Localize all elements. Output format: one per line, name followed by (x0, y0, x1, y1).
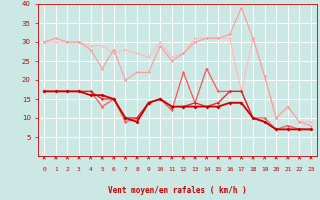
X-axis label: Vent moyen/en rafales ( km/h ): Vent moyen/en rafales ( km/h ) (108, 186, 247, 195)
